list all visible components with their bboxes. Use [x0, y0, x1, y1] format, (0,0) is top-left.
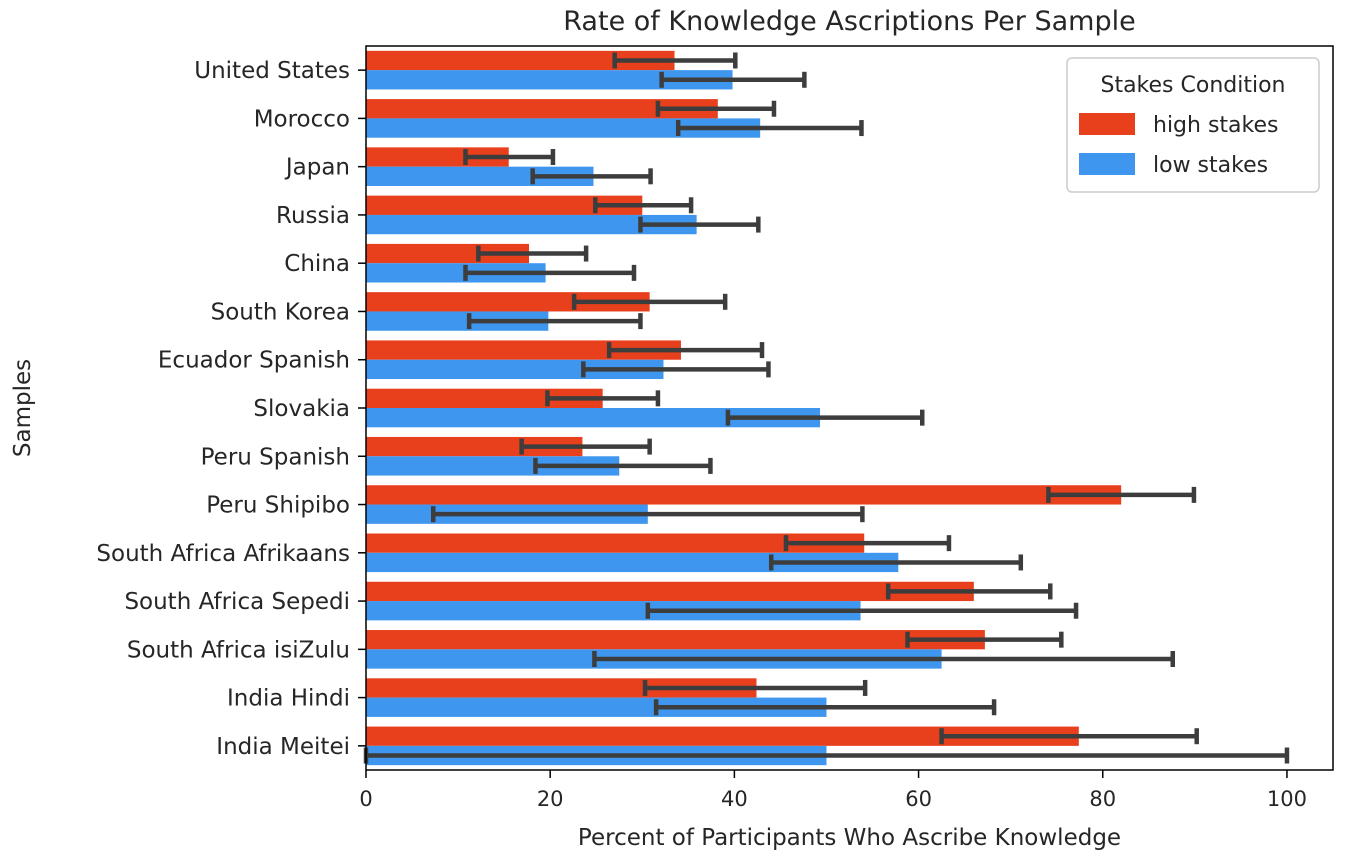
y-tick-label-india-hindi: India Hindi — [227, 686, 350, 712]
y-tick-label-japan: Japan — [284, 155, 350, 181]
error-bar-low-stakes-south-africa-isizulu — [592, 650, 1176, 667]
bar-high-stakes-south-africa-sepedi — [366, 581, 974, 602]
bar-high-stakes-india-meitei — [366, 726, 1079, 746]
bar-high-stakes-china — [366, 243, 530, 264]
bar-low-stakes-china — [366, 263, 546, 283]
error-bar-low-stakes-south-africa-sepedi — [645, 602, 1079, 619]
bar-high-stakes-russia — [366, 195, 643, 215]
bar-low-stakes-ecuador-spanish — [366, 359, 664, 380]
bar-high-stakes-south-africa-isizulu — [366, 630, 985, 650]
bar-high-stakes-south-korea — [366, 292, 650, 312]
y-tick-label-india-meitei: India Meitei — [216, 734, 350, 760]
y-tick-label-south-africa-isizulu: South Africa isiZulu — [127, 637, 350, 663]
error-bar-low-stakes-ecuador-spanish — [581, 361, 771, 378]
error-bar-high-stakes-south-africa-isizulu — [905, 631, 1064, 648]
y-tick-label-china: China — [284, 251, 350, 277]
bar-low-stakes-south-korea — [366, 311, 549, 331]
bar-high-stakes-united-states — [366, 50, 675, 71]
x-tick-label-0: 0 — [359, 787, 372, 811]
legend-label-low-stakes: low stakes — [1153, 153, 1268, 178]
error-bar-high-stakes-south-africa-afrikaans — [783, 535, 952, 552]
error-bar-high-stakes-united-states — [612, 52, 738, 69]
chart-title: Rate of Knowledge Ascriptions Per Sample — [563, 6, 1135, 37]
error-bar-low-stakes-slovakia — [725, 409, 925, 426]
bar-low-stakes-india-hindi — [366, 697, 827, 717]
bar-high-stakes-japan — [366, 147, 509, 167]
error-bar-high-stakes-south-africa-sepedi — [885, 583, 1053, 600]
error-bar-low-stakes-peru-spanish — [533, 457, 713, 474]
x-tick-label-20: 20 — [537, 787, 564, 811]
bar-high-stakes-peru-spanish — [366, 436, 583, 457]
bar-low-stakes-japan — [366, 166, 594, 186]
bar-high-stakes-slovakia — [366, 388, 603, 408]
error-bar-high-stakes-peru-spanish — [519, 438, 652, 455]
error-bar-low-stakes-peru-shipibo — [430, 506, 865, 523]
error-bar-high-stakes-china — [476, 245, 589, 262]
y-tick-label-south-korea: South Korea — [211, 299, 350, 325]
error-bar-low-stakes-russia — [638, 216, 761, 233]
y-tick-label-peru-shipibo: Peru Shipibo — [206, 493, 350, 519]
bar-low-stakes-russia — [366, 214, 697, 235]
y-tick-label-russia: Russia — [276, 203, 350, 229]
bar-high-stakes-india-hindi — [366, 678, 757, 698]
bar-high-stakes-ecuador-spanish — [366, 340, 681, 360]
error-bar-high-stakes-india-meitei — [939, 728, 1199, 745]
error-bar-low-stakes-south-africa-afrikaans — [768, 554, 1024, 571]
bar-low-stakes-south-africa-sepedi — [366, 601, 861, 621]
legend-swatch-high-stakes — [1079, 113, 1135, 135]
x-axis-title: Percent of Participants Who Ascribe Know… — [578, 825, 1121, 851]
error-bar-high-stakes-russia — [593, 197, 694, 214]
bar-high-stakes-south-africa-afrikaans — [366, 533, 865, 553]
y-tick-label-ecuador-spanish: Ecuador Spanish — [158, 348, 350, 374]
bar-low-stakes-peru-spanish — [366, 456, 620, 476]
error-bar-high-stakes-japan — [463, 149, 556, 166]
error-bar-high-stakes-peru-shipibo — [1046, 486, 1197, 503]
legend-swatch-low-stakes — [1079, 153, 1135, 175]
legend-title: Stakes Condition — [1100, 73, 1285, 98]
y-tick-label-united-states: United States — [194, 58, 350, 84]
error-bar-low-stakes-morocco — [675, 120, 864, 137]
error-bar-high-stakes-slovakia — [545, 390, 661, 407]
bar-low-stakes-united-states — [366, 70, 733, 90]
y-tick-label-peru-spanish: Peru Spanish — [201, 444, 350, 470]
legend-label-high-stakes: high stakes — [1153, 113, 1278, 138]
x-tick-label-80: 80 — [1089, 787, 1116, 811]
legend: Stakes Condition high stakes low stakes — [1066, 57, 1320, 193]
error-bar-low-stakes-china — [463, 264, 637, 281]
x-tick-label-60: 60 — [905, 787, 932, 811]
x-tick-label-100: 100 — [1267, 787, 1307, 811]
y-tick-label-south-africa-afrikaans: South Africa Afrikaans — [96, 541, 350, 567]
x-tick-label-40: 40 — [721, 787, 748, 811]
bar-low-stakes-south-africa-afrikaans — [366, 552, 899, 573]
error-bar-low-stakes-india-hindi — [653, 699, 997, 716]
error-bar-high-stakes-india-hindi — [642, 679, 868, 696]
plot-frame — [365, 45, 1334, 771]
y-tick-label-south-africa-sepedi: South Africa Sepedi — [124, 589, 350, 615]
y-tick-label-slovakia: Slovakia — [253, 396, 350, 422]
error-bar-low-stakes-japan — [530, 168, 653, 185]
error-bar-low-stakes-south-korea — [466, 313, 643, 330]
error-bar-high-stakes-morocco — [655, 100, 777, 117]
error-bar-high-stakes-ecuador-spanish — [606, 342, 765, 359]
bar-low-stakes-slovakia — [366, 408, 821, 428]
error-bar-high-stakes-south-korea — [571, 293, 728, 310]
y-axis-title: Samples — [10, 359, 36, 457]
plot-layer: United States Morocco Japan Russia China Sout… — [96, 45, 1334, 811]
y-tick-label-morocco: Morocco — [254, 106, 350, 132]
bar-low-stakes-morocco — [366, 118, 761, 138]
bar-high-stakes-morocco — [366, 99, 718, 119]
bar-high-stakes-peru-shipibo — [366, 485, 1122, 505]
error-bar-low-stakes-united-states — [659, 71, 807, 88]
